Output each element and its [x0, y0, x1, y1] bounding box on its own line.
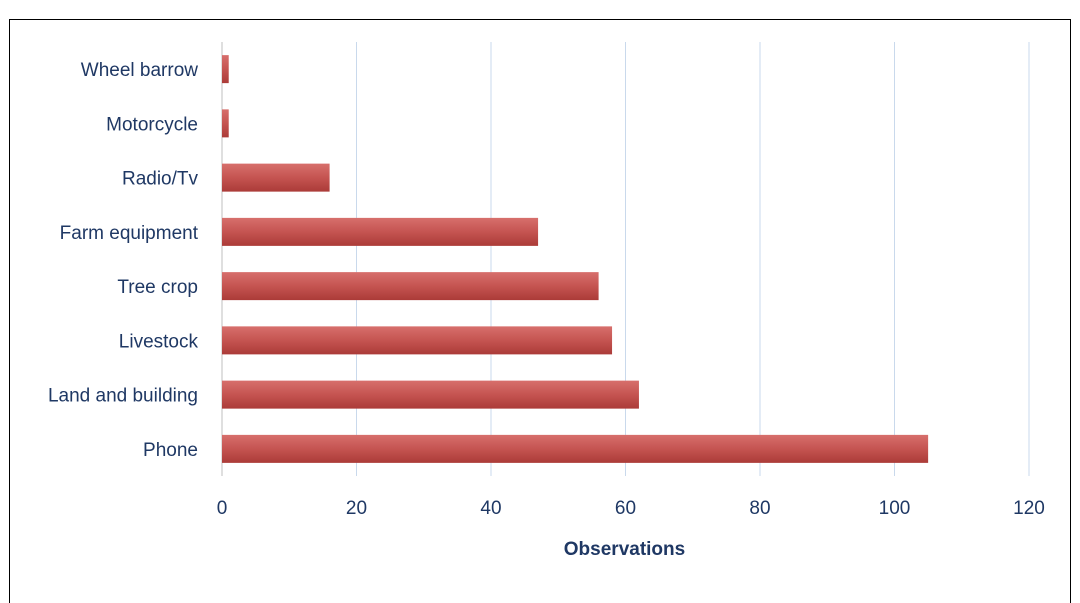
x-tick-labels: 0 20 40 60 80 100 120 [217, 498, 1045, 519]
bar [222, 163, 330, 192]
x-tick-label: 60 [615, 498, 636, 519]
category-label: Tree crop [117, 277, 198, 298]
bar [222, 380, 639, 409]
bars [222, 55, 929, 463]
bar [222, 217, 539, 246]
category-label: Livestock [119, 331, 199, 352]
x-tick-label: 120 [1013, 498, 1045, 519]
bar [222, 326, 613, 355]
category-label: Motorcycle [106, 114, 198, 135]
x-tick-label: 40 [480, 498, 501, 519]
category-label: Wheel barrow [81, 60, 198, 81]
bar [222, 272, 599, 301]
bar [222, 55, 229, 84]
category-label: Radio/Tv [122, 169, 199, 190]
category-label: Phone [143, 440, 198, 461]
category-label: Farm equipment [60, 223, 199, 244]
bar [222, 434, 929, 463]
x-tick-label: 100 [879, 498, 911, 519]
x-tick-label: 20 [346, 498, 367, 519]
bar [222, 109, 229, 138]
x-tick-label: 80 [749, 498, 770, 519]
gridlines [221, 42, 1030, 476]
x-tick-label: 0 [217, 498, 228, 519]
category-labels: Phone Land and building Livestock Tree crop… [48, 60, 199, 461]
chart-frame [9, 19, 1071, 603]
category-label: Land and building [48, 386, 198, 407]
x-axis-title: Observations [564, 539, 685, 560]
